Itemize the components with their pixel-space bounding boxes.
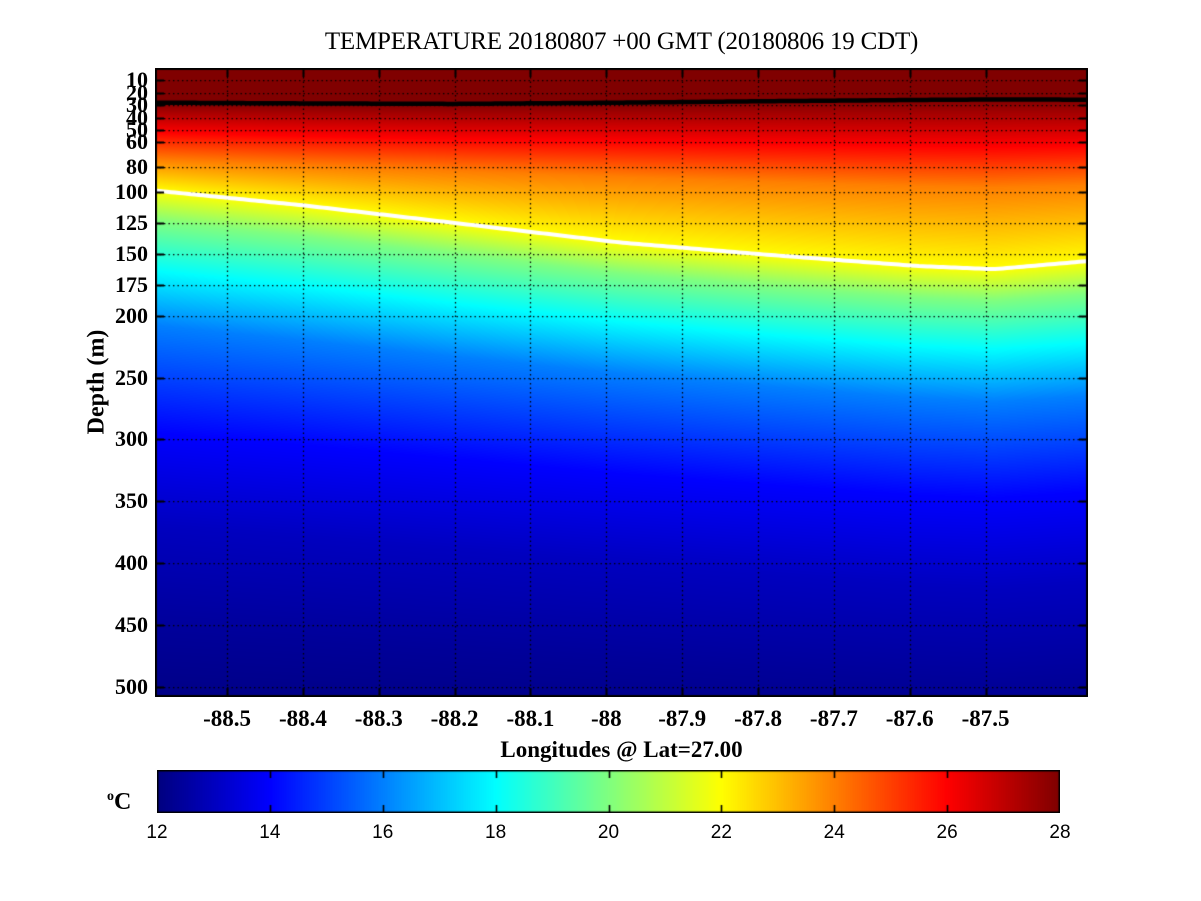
y-tick-label: 175: [115, 271, 148, 297]
y-tick-label: 400: [115, 550, 148, 576]
y-tick-label: 450: [115, 612, 148, 638]
y-tick-label: 50: [126, 116, 148, 142]
y-tick-label: 20: [126, 79, 148, 105]
x-tick-label: -88.3: [354, 706, 403, 731]
colorbar-tick-label: 22: [710, 822, 732, 843]
y-tick-label: 500: [115, 674, 148, 700]
chart-title: TEMPERATURE 20180807 +00 GMT (20180806 1…: [324, 28, 919, 55]
y-tick-label: 10: [126, 67, 148, 93]
colorbar-tick-label: 14: [259, 822, 281, 843]
y-tick-label: 125: [115, 209, 148, 235]
y-tick-label: 40: [126, 104, 148, 130]
x-tick-label: -88: [590, 706, 622, 731]
x-axis-label: Longitudes @ Lat=27.00: [500, 737, 743, 762]
x-tick-label: -87.8: [734, 706, 782, 731]
x-tick-label: -87.6: [885, 706, 934, 731]
y-tick-label: 150: [115, 240, 148, 266]
x-tick-label: -88.1: [506, 706, 555, 731]
colorbar-canvas: [157, 770, 1060, 813]
temperature-heatmap-canvas: [155, 68, 1088, 697]
y-tick-label: 250: [115, 364, 148, 390]
colorbar-tick-label: 26: [936, 822, 958, 843]
colorbar-tick-label: 20: [597, 822, 620, 843]
x-tick-label: -88.5: [203, 706, 251, 731]
x-tick-label: -87.9: [658, 706, 707, 731]
celsius-letter: C: [114, 789, 132, 815]
y-tick-label: 60: [126, 129, 148, 155]
x-tick-label: -87.7: [809, 706, 858, 731]
y-tick-label: 350: [115, 488, 148, 514]
degree-superscript: o: [107, 789, 114, 804]
colorbar-unit-label: oC: [107, 789, 131, 816]
colorbar-tick-label: 28: [1049, 822, 1071, 843]
colorbar-tick-label: 12: [146, 822, 168, 843]
x-tick-label: -87.5: [961, 706, 1010, 731]
colorbar-tick-label: 16: [372, 822, 394, 843]
y-tick-label: 200: [115, 302, 148, 328]
x-tick-label: -88.4: [278, 706, 327, 731]
x-tick-label: -88.2: [430, 706, 479, 731]
colorbar-tick-label: 18: [485, 822, 507, 843]
y-tick-label: 80: [126, 154, 148, 180]
colorbar-tick-label: 24: [823, 822, 845, 843]
y-tick-label: 30: [126, 92, 148, 118]
y-tick-label: 100: [115, 178, 148, 204]
y-tick-label: 300: [115, 426, 148, 452]
